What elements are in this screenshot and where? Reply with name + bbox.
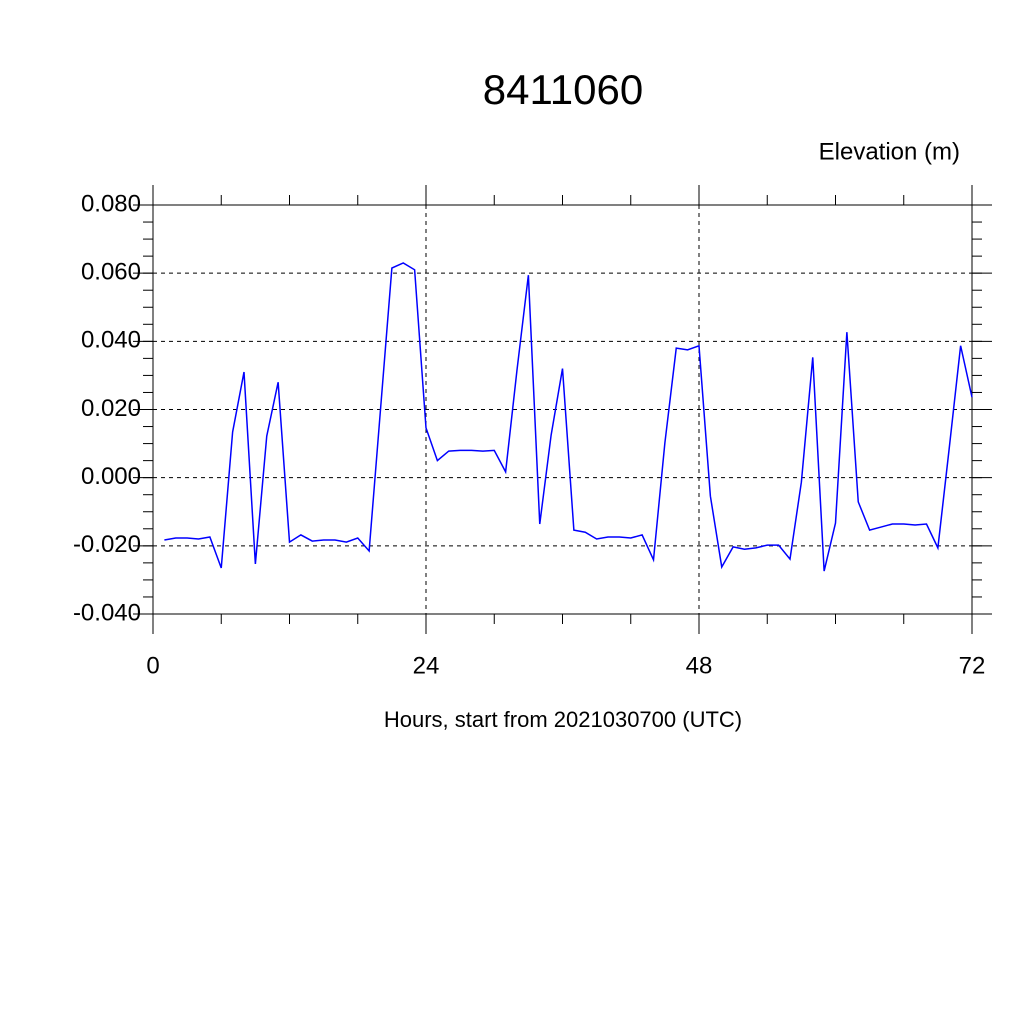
y-tick-label: 0.040 <box>81 327 141 354</box>
y-tick-label: 0.080 <box>81 190 141 217</box>
y-axis-label: Elevation (m) <box>819 138 960 165</box>
data-line <box>164 262 973 572</box>
y-tick-label: 0.060 <box>81 259 141 286</box>
y-tick-label: 0.020 <box>81 395 141 422</box>
x-tick-label: 72 <box>959 652 986 679</box>
y-tick-label: 0.000 <box>81 463 141 490</box>
y-tick-label: -0.040 <box>73 599 141 626</box>
x-tick-label: 0 <box>146 652 159 679</box>
x-axis-label: Hours, start from 2021030700 (UTC) <box>384 707 742 732</box>
y-tick-label: -0.020 <box>73 531 141 558</box>
plot-frame <box>152 204 973 615</box>
chart-title: 8411060 <box>483 66 643 113</box>
x-tick-label: 24 <box>413 652 440 679</box>
x-tick-label: 48 <box>686 652 713 679</box>
